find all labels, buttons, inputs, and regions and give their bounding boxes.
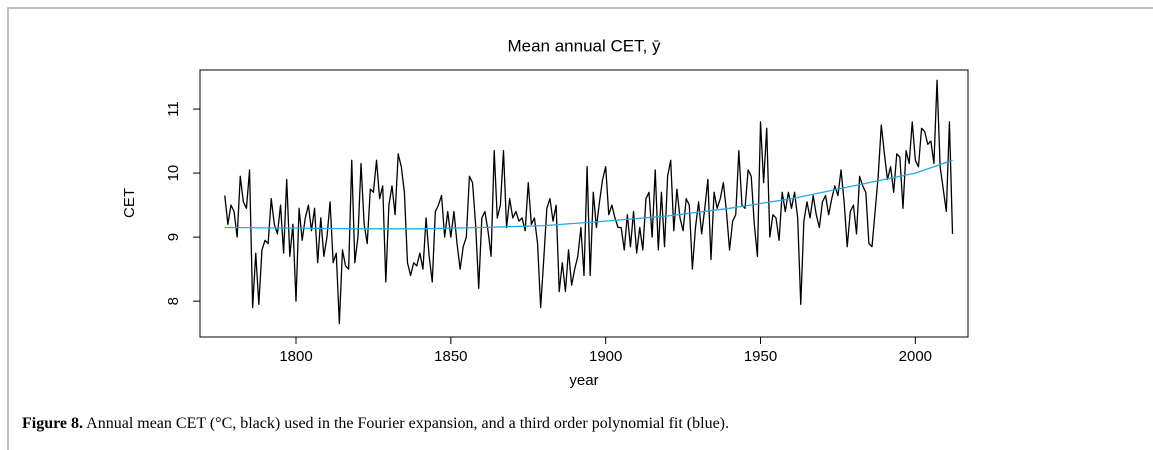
series-line (224, 79, 954, 325)
caption: Figure 8. Annual mean CET (°C, black) us… (22, 415, 729, 432)
x-tick-label: 1950 (744, 348, 777, 365)
x-tick-label: 1800 (279, 348, 312, 365)
x-tick-label: 1850 (434, 348, 467, 365)
chart-title: Mean annual CET, ȳ (507, 36, 661, 55)
y-axis-label: CET (121, 188, 138, 218)
y-tick-label: 8 (165, 297, 182, 305)
frame (7, 7, 1153, 450)
caption-label: Figure 8. (22, 415, 83, 432)
x-tick-label: 1900 (589, 348, 622, 365)
series-line (224, 159, 953, 230)
plot-box (199, 69, 969, 338)
y-tick-label: 11 (165, 101, 182, 117)
x-tick-label: 2000 (899, 348, 932, 365)
x-axis-label: year (569, 372, 598, 389)
y-tick-label: 10 (165, 165, 182, 182)
caption-text: Annual mean CET (°C, black) used in the … (86, 415, 729, 432)
y-tick-label: 9 (165, 233, 182, 241)
